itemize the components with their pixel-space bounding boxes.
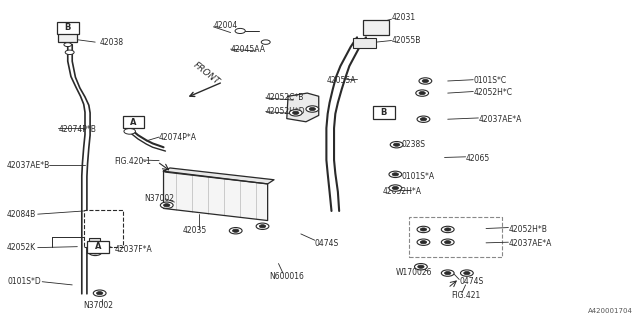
Circle shape bbox=[461, 270, 473, 276]
Text: 42045AA: 42045AA bbox=[230, 44, 266, 54]
Circle shape bbox=[289, 110, 302, 116]
Text: 42038: 42038 bbox=[100, 38, 124, 47]
Circle shape bbox=[93, 290, 106, 296]
Circle shape bbox=[292, 111, 299, 115]
Circle shape bbox=[442, 226, 454, 233]
Text: 42052C*B: 42052C*B bbox=[266, 93, 304, 102]
Circle shape bbox=[417, 226, 430, 233]
Circle shape bbox=[445, 228, 451, 231]
Polygon shape bbox=[287, 93, 319, 122]
Text: FRONT: FRONT bbox=[191, 60, 221, 86]
Text: 42037AE*A: 42037AE*A bbox=[508, 239, 552, 248]
Circle shape bbox=[392, 187, 399, 190]
Circle shape bbox=[416, 90, 429, 96]
Text: 0101S*A: 0101S*A bbox=[402, 172, 435, 181]
Text: 42052H*A: 42052H*A bbox=[383, 187, 422, 196]
Circle shape bbox=[418, 265, 424, 268]
Bar bbox=[58, 26, 77, 42]
Polygon shape bbox=[164, 171, 268, 220]
Circle shape bbox=[419, 92, 426, 95]
Circle shape bbox=[232, 229, 239, 232]
Text: FIG.420-1: FIG.420-1 bbox=[115, 157, 151, 166]
Text: 0101S*D: 0101S*D bbox=[7, 277, 41, 286]
Circle shape bbox=[261, 40, 270, 44]
Polygon shape bbox=[164, 168, 274, 184]
Text: N37002: N37002 bbox=[84, 301, 114, 310]
Circle shape bbox=[229, 228, 242, 234]
Circle shape bbox=[420, 241, 427, 244]
Text: A: A bbox=[95, 243, 101, 252]
Text: 0101S*C: 0101S*C bbox=[473, 76, 506, 85]
Circle shape bbox=[390, 141, 403, 148]
Circle shape bbox=[422, 79, 429, 83]
Circle shape bbox=[417, 239, 430, 245]
Text: 42004: 42004 bbox=[213, 21, 237, 30]
Text: 0238S: 0238S bbox=[402, 140, 426, 149]
Text: 42055B: 42055B bbox=[392, 36, 421, 45]
Circle shape bbox=[442, 239, 454, 245]
Circle shape bbox=[306, 106, 319, 112]
Circle shape bbox=[92, 251, 99, 254]
Text: 42052H*B: 42052H*B bbox=[508, 225, 547, 234]
Text: 42037AE*B: 42037AE*B bbox=[7, 161, 51, 170]
Bar bbox=[353, 38, 376, 48]
Text: 42074P*B: 42074P*B bbox=[58, 125, 96, 134]
Bar bbox=[57, 22, 79, 34]
Circle shape bbox=[64, 43, 72, 47]
Text: W170026: W170026 bbox=[396, 268, 432, 277]
Text: N600016: N600016 bbox=[269, 272, 304, 281]
Text: 42037F*A: 42037F*A bbox=[115, 245, 152, 254]
Bar bbox=[84, 210, 124, 247]
Text: B: B bbox=[381, 108, 387, 117]
Circle shape bbox=[97, 292, 103, 295]
Text: 42037AE*A: 42037AE*A bbox=[478, 115, 522, 124]
Text: 0474S: 0474S bbox=[460, 277, 483, 286]
Text: 42031: 42031 bbox=[392, 13, 415, 22]
Circle shape bbox=[420, 228, 427, 231]
Bar bbox=[89, 238, 100, 245]
Circle shape bbox=[445, 241, 451, 244]
Circle shape bbox=[445, 271, 451, 275]
Circle shape bbox=[259, 225, 266, 228]
Text: 42065: 42065 bbox=[466, 154, 490, 163]
Text: 42052K: 42052K bbox=[7, 243, 36, 252]
Circle shape bbox=[235, 28, 245, 34]
Text: B: B bbox=[65, 23, 71, 32]
Bar bbox=[87, 241, 109, 253]
Text: 42074P*A: 42074P*A bbox=[159, 132, 197, 141]
Circle shape bbox=[394, 143, 400, 146]
Text: A: A bbox=[131, 117, 137, 127]
Circle shape bbox=[442, 270, 454, 276]
Circle shape bbox=[309, 108, 316, 111]
Circle shape bbox=[161, 202, 173, 208]
Circle shape bbox=[256, 223, 269, 229]
Bar bbox=[123, 116, 145, 128]
Text: 42084B: 42084B bbox=[7, 210, 36, 219]
Circle shape bbox=[415, 264, 428, 270]
Bar bbox=[373, 107, 395, 119]
Text: 42055A: 42055A bbox=[326, 76, 356, 85]
Bar bbox=[410, 217, 502, 257]
Circle shape bbox=[389, 185, 402, 191]
Circle shape bbox=[389, 171, 402, 178]
Text: N37002: N37002 bbox=[145, 194, 174, 204]
Circle shape bbox=[392, 173, 399, 176]
Circle shape bbox=[464, 271, 470, 275]
Circle shape bbox=[164, 204, 170, 207]
Circle shape bbox=[89, 249, 102, 256]
Circle shape bbox=[419, 78, 432, 84]
Circle shape bbox=[65, 50, 74, 54]
Text: 42052H*C: 42052H*C bbox=[473, 88, 512, 97]
Text: FIG.421: FIG.421 bbox=[451, 291, 480, 300]
Text: 42052H*D: 42052H*D bbox=[266, 107, 305, 116]
Circle shape bbox=[420, 118, 427, 121]
Bar bbox=[364, 20, 389, 35]
Circle shape bbox=[124, 128, 136, 134]
Text: 42035: 42035 bbox=[182, 226, 207, 235]
Text: 0474S: 0474S bbox=[315, 239, 339, 248]
Text: A420001704: A420001704 bbox=[588, 308, 633, 314]
Circle shape bbox=[417, 116, 430, 123]
